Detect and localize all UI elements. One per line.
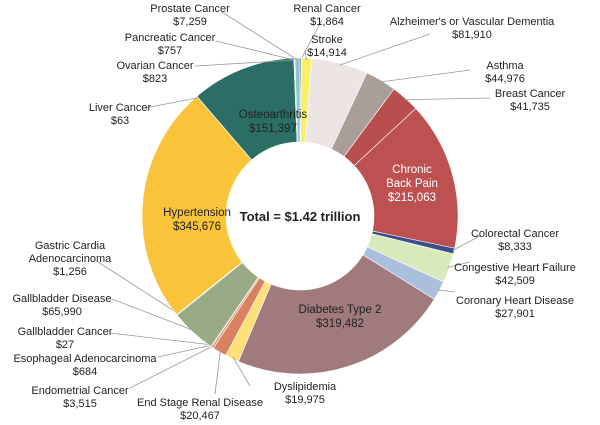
slice-label: Gastric Cardia Adenocarcinoma (28, 240, 112, 265)
slice-label: Esophageal Adenocarcinoma (13, 353, 157, 365)
leader-line (111, 298, 195, 332)
data-label: Osteoarthritis $151,397 (239, 108, 307, 136)
slice-value: $345,676 (173, 221, 221, 233)
slice-label: Breast Cancer (494, 88, 566, 100)
slice-value: $27,901 (495, 308, 535, 320)
data-label: Breast Cancer $41,735 (495, 88, 565, 114)
slice-label: Gallbladder Cancer (17, 326, 113, 338)
leader-line (129, 345, 214, 389)
slice-chronic-back-pain (353, 108, 459, 249)
slice-value: $823 (142, 73, 168, 85)
leader-line (403, 97, 491, 101)
data-label: Gastric Cardia Adenocarcinoma $1,256 (20, 240, 120, 279)
slice-label: Congestive Heart Failure (454, 262, 576, 274)
slice-value: $42,509 (495, 275, 535, 287)
data-label: Pancreatic Cancer $757 (125, 32, 216, 58)
data-label: Coronary Heart Disease $27,901 (456, 295, 574, 321)
data-label: Endometrial Cancer $3,515 (31, 385, 128, 411)
data-label: Gallbladder Cancer $27 (18, 326, 113, 352)
slice-label: Hypertension (163, 207, 231, 219)
slice-label: Alzheimer's or Vascular Dementia (389, 16, 555, 28)
data-label: Chronic Back Pain $215,063 (382, 163, 442, 205)
data-label: Prostate Cancer $7,259 (150, 3, 229, 29)
slice-label: Ovarian Cancer (116, 60, 194, 72)
slice-value: $63 (110, 115, 130, 127)
slice-value: $41,735 (510, 101, 550, 113)
leader-line (214, 350, 221, 395)
data-label: Colorectal Cancer $8,333 (471, 228, 559, 254)
data-label: Hypertension $345,676 (163, 206, 231, 234)
slice-diabetes-type-2 (237, 254, 435, 375)
data-label: Liver Cancer $63 (89, 102, 151, 128)
leader-line (447, 261, 471, 268)
slice-label: Osteoarthritis (238, 109, 308, 121)
slice-label: Colorectal Cancer (470, 228, 560, 240)
slice-label: Dyslipidemia (273, 381, 337, 393)
leader-line (304, 49, 307, 61)
leader-line (379, 69, 471, 83)
slice-label: Coronary Heart Disease (456, 295, 574, 307)
leader-line (300, 19, 323, 61)
data-label: Asthma $44,976 (485, 60, 525, 86)
leader-line (215, 40, 295, 61)
slice-label: Gallbladder Disease (12, 293, 112, 305)
total-label: Total = $1.42 trillion (239, 209, 361, 224)
slice-value: $757 (157, 45, 183, 57)
data-label: Stroke $14,914 (307, 34, 347, 60)
data-label: End Stage Renal Disease $20,467 (137, 397, 263, 423)
data-label: Gallbladder Disease $65,990 (12, 293, 111, 319)
data-label: Renal Cancer $1,864 (293, 3, 360, 29)
slice-value: $319,482 (316, 318, 364, 330)
slice-label: Prostate Cancer (150, 3, 230, 15)
slice-hypertension (141, 95, 253, 315)
slice-value: $1,864 (310, 16, 344, 28)
slice-value: $44,976 (485, 73, 525, 85)
data-label: Ovarian Cancer $823 (116, 60, 193, 86)
leader-line (109, 332, 213, 346)
slice-value: $1,256 (53, 266, 87, 278)
slice-value: $27 (55, 339, 75, 351)
slice-label: Chronic Back Pain (386, 164, 438, 190)
leader-line (194, 59, 295, 67)
leader-line (451, 235, 481, 251)
slice-value: $3,515 (63, 398, 97, 410)
slice-label: Endometrial Cancer (31, 385, 129, 397)
slice-label: Renal Cancer (293, 3, 361, 15)
slice-value: $215,063 (388, 192, 436, 204)
slice-label: Liver Cancer (88, 102, 152, 114)
leader-line (232, 356, 251, 387)
slice-label: Diabetes Type 2 (298, 304, 382, 316)
leader-line (339, 33, 431, 66)
slice-value: $7,259 (173, 16, 207, 28)
slice-label: Stroke (311, 34, 343, 46)
slice-value: $65,990 (42, 306, 82, 318)
leader-line (144, 97, 199, 109)
data-label: Dyslipidemia $19,975 (274, 381, 336, 407)
slice-prostate-cancer (294, 57, 301, 143)
leader-line (97, 261, 179, 314)
slice-value: $20,467 (180, 410, 220, 422)
slice-label: End Stage Renal Disease (137, 397, 263, 409)
leader-line (437, 289, 456, 293)
slice-label: Asthma (486, 60, 524, 72)
slice-label: Pancreatic Cancer (124, 32, 216, 44)
slice-value: $14,914 (307, 47, 347, 59)
slice-value: $151,397 (249, 123, 297, 135)
slice-value: $19,975 (285, 394, 325, 406)
slice-value: $684 (72, 366, 98, 378)
slice-value: $81,910 (452, 29, 492, 41)
data-label: Esophageal Adenocarcinoma $684 (13, 353, 156, 379)
leader-line (221, 11, 298, 61)
leader-line (157, 344, 213, 358)
data-label: Congestive Heart Failure $42,509 (454, 262, 576, 288)
data-label: Alzheimer's or Vascular Dementia $81,910 (390, 16, 555, 42)
slice-value: $8,333 (498, 241, 532, 253)
data-label: Diabetes Type 2 $319,482 (299, 303, 382, 331)
